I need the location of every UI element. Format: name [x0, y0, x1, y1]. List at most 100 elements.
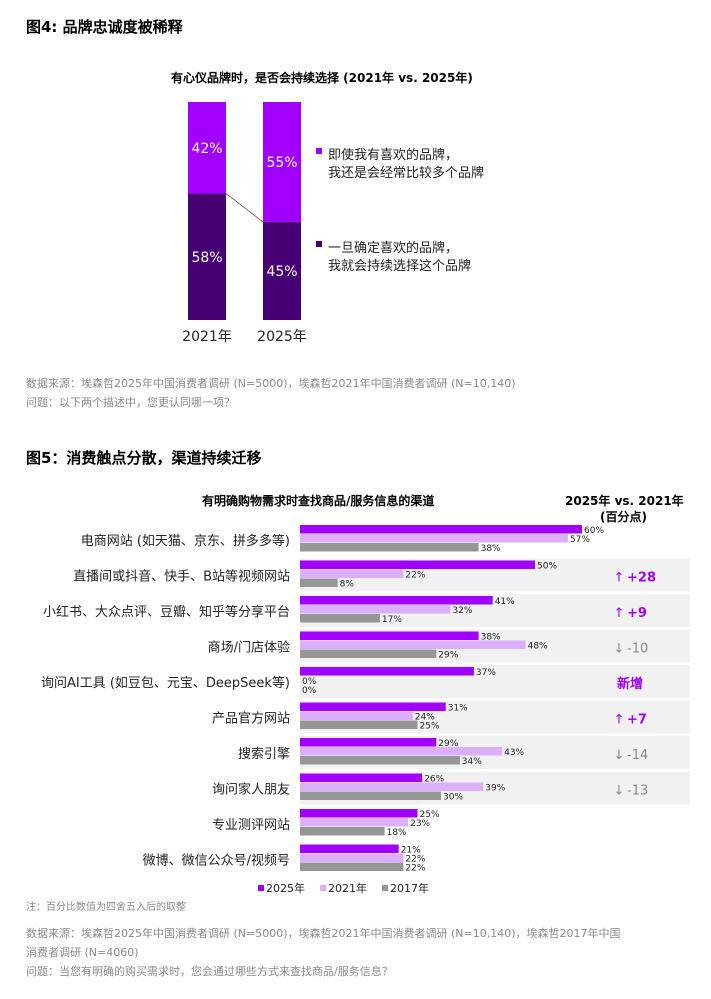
data-label-2021年-4: 0%	[302, 677, 317, 687]
bar-2017年-3	[300, 649, 437, 658]
data-label-2017年-5: 25%	[420, 722, 440, 732]
category-label-9: 微博、微信公众号/视频号	[143, 854, 290, 869]
fig4-stacked-bar-chart: 58% 42% 2021年 45% 55% 2025年 即使我有喜欢的品牌， 我还是会经常比较…	[182, 102, 484, 345]
legend-swatch-1	[316, 241, 322, 247]
change-arrow-7: ↓	[614, 784, 625, 799]
bar-keep-1	[263, 221, 301, 320]
change-arrow-5: ↑	[614, 713, 625, 728]
change-label-7: -13	[627, 784, 648, 799]
change-arrow-2: ↑	[614, 606, 625, 621]
change-label-5: +7	[627, 713, 647, 728]
change-arrow-6: ↓	[614, 748, 625, 763]
bar-compare-0	[188, 102, 226, 194]
bar-2025年-7	[300, 773, 423, 782]
data-label-2025年-0: 60%	[584, 526, 604, 536]
bar-2025年-4	[300, 667, 474, 676]
bar-compare-1	[263, 102, 301, 222]
data-label-2017年-3: 29%	[438, 651, 458, 661]
data-label-2025年-9: 21%	[401, 846, 421, 856]
data-label-2025年-1: 50%	[537, 562, 557, 572]
connector-line	[225, 193, 264, 223]
bar-2021年-7	[300, 782, 484, 791]
legend-label-2021年: 2021年	[328, 881, 367, 895]
legend-label-0-1: 我还是会经常比较多个品牌	[328, 165, 484, 181]
legend-swatch-2025年	[258, 885, 264, 891]
bar-2021年-6	[300, 747, 503, 756]
data-label-2017年-6: 34%	[462, 757, 482, 767]
bar-2021年-5	[300, 711, 413, 720]
data-label-2017年-8: 18%	[387, 828, 407, 838]
fig5-chart-title: 有明确购物需求时查找商品/服务信息的渠道	[202, 494, 435, 508]
bar-2017年-9	[300, 862, 404, 871]
legend-swatch-0	[316, 148, 322, 154]
bar-2017年-8	[300, 827, 385, 836]
legend-swatch-2017年	[382, 885, 388, 891]
fig5-change-header: 2025年 vs. 2021年	[565, 494, 684, 508]
legend-label-2025年: 2025年	[266, 881, 305, 895]
change-label-4: 新增	[617, 676, 643, 692]
change-arrow-1: ↑	[614, 571, 625, 586]
category-label-6: 搜索引擎	[238, 747, 290, 762]
data-label-keep-1: 45%	[266, 264, 297, 280]
bar-2017年-7	[300, 791, 441, 800]
legend-label-1-1: 我就会持续选择这个品牌	[328, 258, 471, 274]
data-label-2021年-3: 48%	[528, 642, 548, 652]
bar-2025年-3	[300, 631, 479, 640]
data-label-keep-0: 58%	[191, 250, 222, 266]
data-label-2025年-2: 41%	[495, 597, 515, 607]
bar-2021年-1	[300, 569, 404, 578]
data-label-2017年-4: 0%	[302, 686, 317, 696]
bar-2017年-1	[300, 578, 338, 587]
fig5-question: 问题：当您有明确的购买需求时，您会通过哪些方式来查找商品/服务信息？	[26, 965, 393, 978]
bar-2025年-2	[300, 596, 493, 605]
category-label-1: 直播间或抖音、快手、B站等视频网站	[73, 569, 290, 585]
fig5-horizontal-bar-chart: 电商网站 (如天猫、京东、拼多多等) 60%57% 38% 直播间或抖音、快手、B站等…	[41, 525, 690, 895]
data-label-2021年-0: 57%	[570, 535, 590, 545]
data-label-2025年-6: 29%	[438, 739, 458, 749]
bar-2025年-9	[300, 844, 399, 853]
data-label-2025年-4: 37%	[476, 668, 496, 678]
fig5-source-line1: 数据来源：埃森哲2025年中国消费者调研 (N=5000)，埃森哲2021年中国…	[26, 927, 621, 940]
data-label-2021年-6: 43%	[504, 748, 524, 758]
change-arrow-3: ↓	[614, 642, 625, 657]
category-label-4: 询问AI工具 (如豆包、元宝、DeepSeek等)	[41, 675, 290, 691]
legend-swatch-2021年	[320, 885, 326, 891]
legend-label-1-0: 一旦确定喜欢的品牌，	[328, 240, 458, 256]
data-label-2017年-9: 22%	[405, 864, 425, 874]
data-label-2025年-8: 25%	[420, 810, 440, 820]
category-label-3: 商场/门店体验	[208, 640, 290, 656]
category-label-5: 产品官方网站	[212, 711, 290, 727]
data-label-2025年-3: 38%	[481, 633, 501, 643]
category-label-8: 专业测评网站	[212, 818, 290, 833]
change-label-3: -10	[627, 642, 648, 657]
fig4-question: 问题：以下两个描述中，您更认同哪一项？	[26, 396, 235, 409]
fig4-source: 数据来源：埃森哲2025年中国消费者调研 (N=5000)，埃森哲2021年中国…	[26, 377, 516, 390]
bar-2025年-5	[300, 702, 446, 711]
data-label-2017年-0: 38%	[481, 544, 501, 554]
data-label-2021年-5: 24%	[415, 713, 435, 723]
category-label-0: 电商网站 (如天猫、京东、拼多多等)	[81, 533, 290, 549]
bar-2025年-8	[300, 809, 418, 818]
data-label-compare-0: 42%	[191, 141, 222, 157]
category-label-2: 小红书、大众点评、豆瓣、知乎等分享平台	[43, 604, 290, 620]
legend-label-2017年: 2017年	[390, 881, 429, 895]
bar-keep-0	[188, 193, 226, 320]
category-label-7: 询问家人朋友	[212, 782, 290, 798]
fig5-title: 图5：消费触点分散，渠道持续迁移	[26, 449, 262, 467]
change-label-6: -14	[627, 748, 648, 763]
data-label-2021年-1: 22%	[405, 571, 425, 581]
data-label-compare-1: 55%	[266, 155, 297, 171]
data-label-2017年-1: 8%	[340, 580, 355, 590]
data-label-2021年-7: 39%	[485, 784, 505, 794]
bar-2017年-0	[300, 543, 479, 552]
bar-2021年-9	[300, 853, 404, 862]
bar-2021年-2	[300, 605, 451, 614]
bar-2017年-5	[300, 720, 418, 729]
change-label-1: +28	[627, 571, 656, 586]
bar-2021年-0	[300, 534, 568, 543]
data-label-2017年-7: 30%	[443, 793, 463, 803]
fig4-title: 图4: 品牌忠诚度被稀释	[26, 18, 183, 36]
data-label-2025年-7: 26%	[424, 775, 444, 785]
fig4-chart-title: 有心仪品牌时，是否会持续选择 (2021年 vs. 2025年)	[171, 71, 473, 85]
bar-2025年-6	[300, 738, 437, 747]
